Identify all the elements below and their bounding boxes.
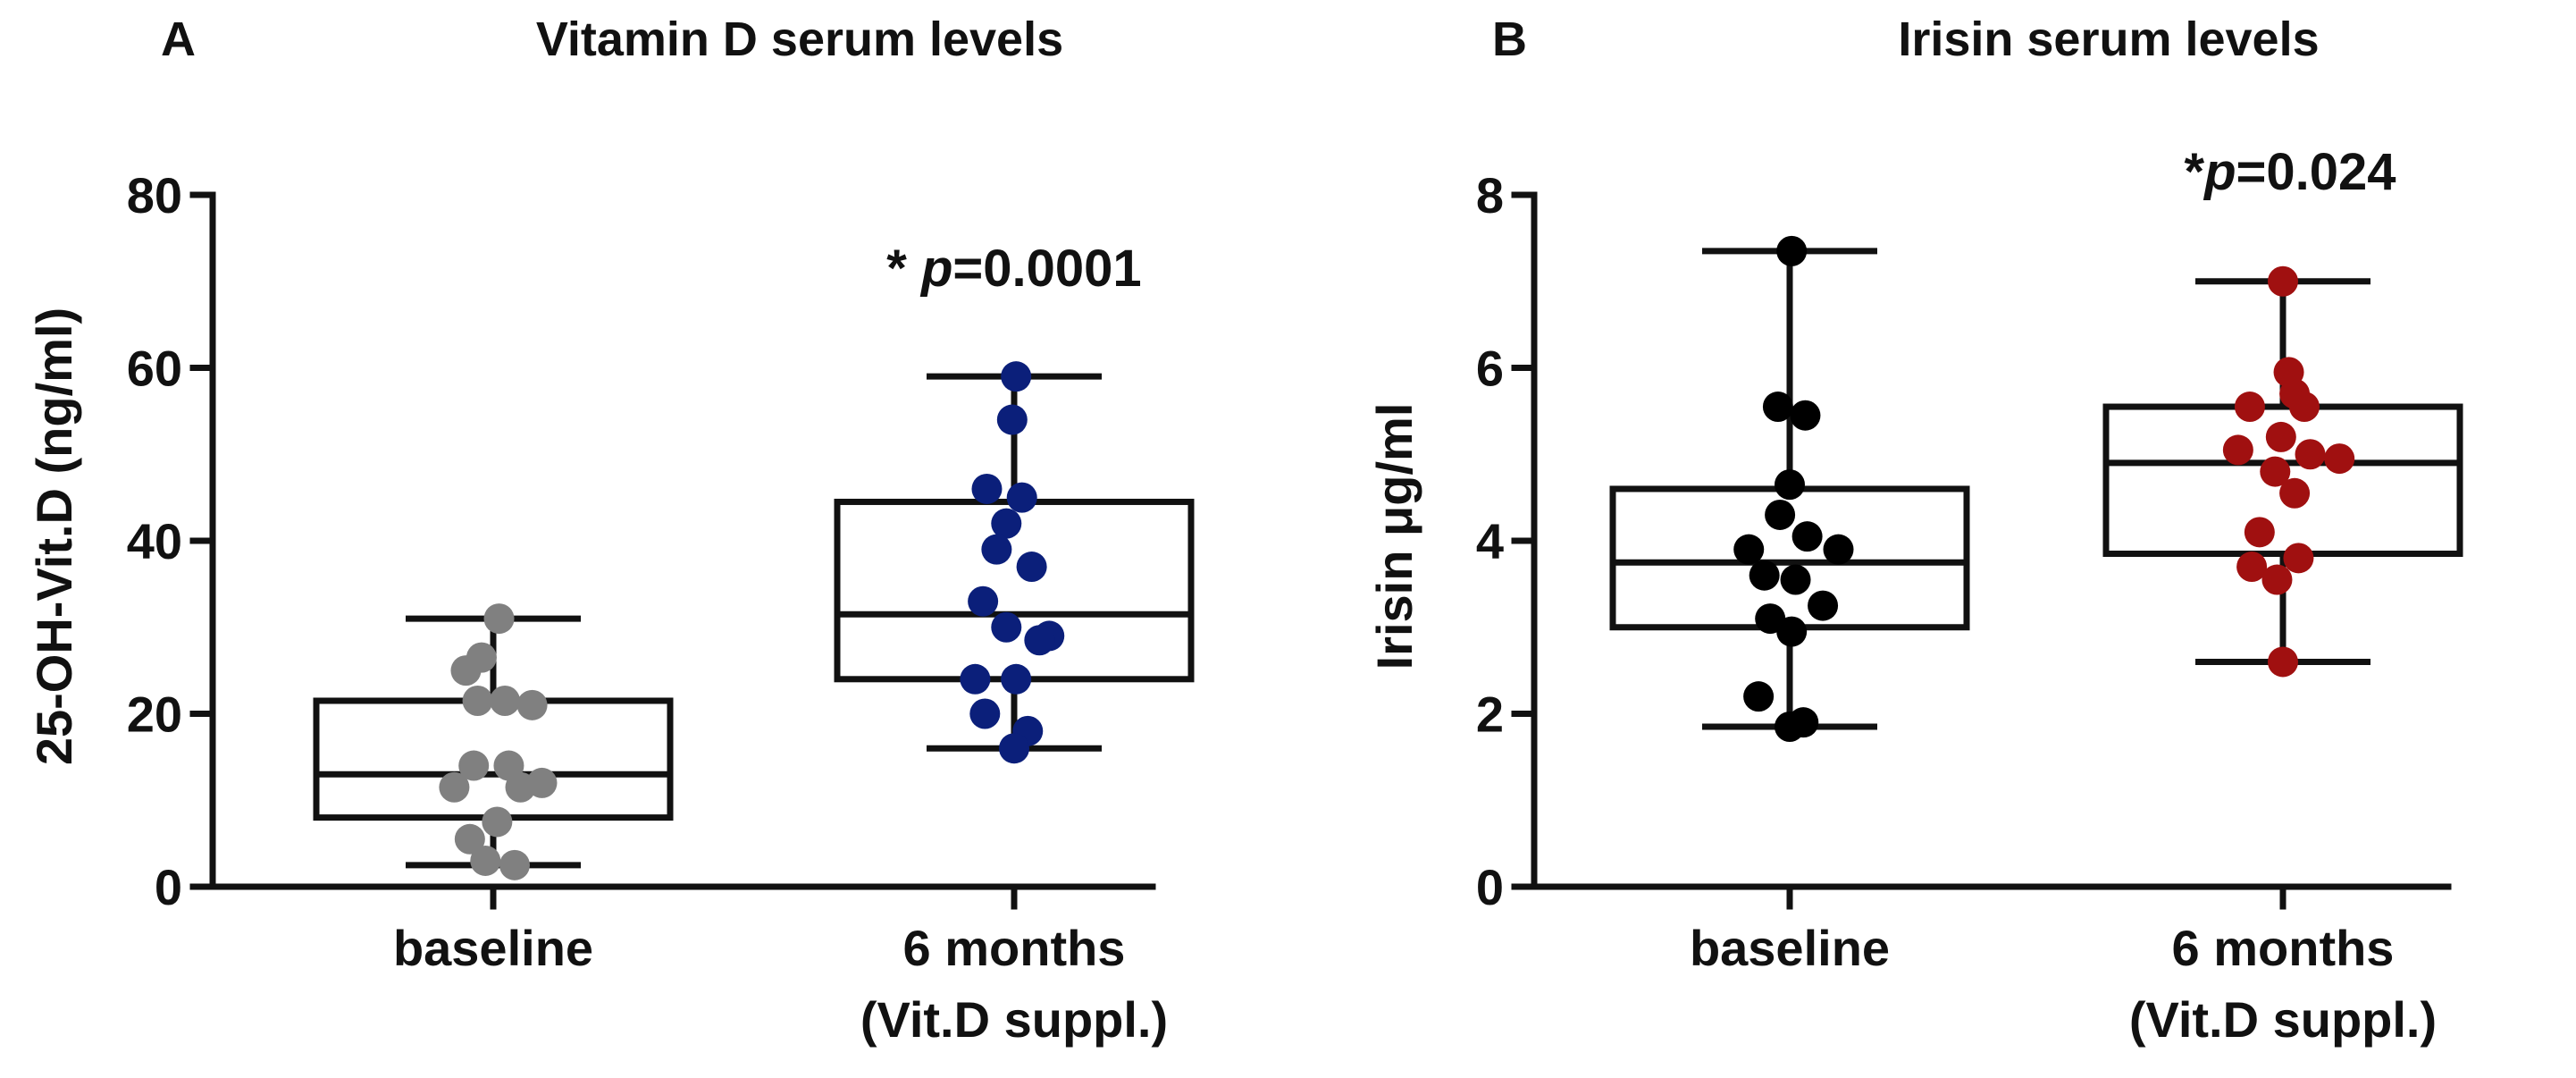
panel-b-y-tick-label: 6: [1476, 341, 1504, 397]
panel-a-baseline-data-point: [458, 750, 490, 781]
panel-a-y-tick-label: 0: [155, 859, 182, 915]
panel-b-6-months-data-point: [2261, 564, 2293, 595]
panel-a-6-months-data-point: [1016, 552, 1047, 583]
panel-a-6-months-data-point: [968, 585, 999, 617]
panel-b-baseline-data-point: [1762, 392, 1793, 423]
panel-a-y-tick-label: 60: [127, 341, 182, 397]
panel-a-baseline-data-point: [482, 806, 513, 838]
panel-a-6-months-data-point: [971, 473, 1003, 504]
panel-a-baseline-data-point: [499, 849, 530, 880]
panel-a-baseline-data-point: [454, 823, 485, 855]
panel-a-baseline-box: [313, 697, 674, 821]
panel-b-baseline-data-point: [1733, 534, 1765, 565]
panel-b-y-tick-label: 4: [1476, 513, 1504, 569]
panel-letter-a: A: [161, 13, 196, 66]
panel-a-category-6-months: 6 months: [903, 920, 1126, 976]
panel-b-irisin: B Irisin serum levels Irisin μg/ml basel…: [1366, 13, 2463, 1048]
panel-a-6-months-data-point: [981, 534, 1012, 565]
panel-a-category-6-months-subtitle: (Vit.D suppl.): [860, 991, 1168, 1048]
panel-a-baseline-data-point: [505, 771, 536, 803]
panel-a-6-months-data-point: [999, 733, 1029, 764]
panel-a-6-months-data-point: [1001, 361, 1032, 392]
panel-b-category-baseline: baseline: [1690, 920, 1890, 976]
panel-b-6-months-data-point: [2279, 477, 2311, 509]
panel-letter-b: B: [1492, 13, 1527, 66]
panel-b-6-months-data-point: [2236, 552, 2268, 583]
panel-b-6-months-data-point: [2295, 439, 2326, 470]
panel-a-y-tick-label: 80: [127, 167, 182, 223]
panel-b-6-months-data-point: [2234, 392, 2265, 423]
panel-b-6-months-data-point: [2283, 543, 2314, 574]
panel-b-baseline-data-point: [1776, 235, 1808, 266]
panel-a-baseline-data-point: [462, 685, 493, 716]
panel-b-6-months-data-point: [2288, 392, 2320, 423]
panel-b-baseline-data-point: [1790, 400, 1821, 431]
panel-b-baseline-data-point: [1780, 564, 1811, 595]
panel-b-baseline-data-point: [1765, 499, 1796, 530]
panel-a-6-months-data-point: [1024, 625, 1055, 656]
panel-a-vitamin-d: A Vitamin D serum levels 25-OH-Vit.D (ng…: [26, 13, 1195, 1048]
panel-b-6-months-data-point: [2244, 517, 2275, 548]
panel-b-baseline-data-point: [1749, 560, 1780, 591]
panel-b-6-months-box: [2102, 403, 2463, 558]
panel-a-y-axis-label: 25-OH-Vit.D (ng/ml): [26, 307, 82, 765]
panel-b-baseline-data-point: [1775, 712, 1805, 743]
panel-a-baseline-data-point: [439, 771, 470, 803]
panel-b-baseline-data-point: [1775, 469, 1805, 501]
panel-a-baseline-data-point: [516, 689, 548, 720]
panel-a-category-baseline: baseline: [393, 920, 593, 976]
panel-b-6-months-data-point: [2222, 434, 2253, 466]
panel-b-category-6-months: 6 months: [2172, 920, 2395, 976]
panel-a-6-months-data-point: [1006, 482, 1037, 513]
panel-a-title: Vitamin D serum levels: [536, 13, 1063, 66]
panel-b-y-tick-label: 8: [1476, 167, 1504, 223]
panel-a-y-tick-label: 20: [127, 686, 182, 743]
panel-b-baseline-data-point: [1743, 681, 1775, 712]
panel-b-y-tick-label: 2: [1476, 686, 1504, 743]
panel-a-baseline-data-point: [470, 845, 501, 876]
panel-a-baseline-data-point: [490, 685, 521, 716]
panel-a-p-value: * p=0.0001: [886, 240, 1141, 298]
panel-b-y-axis-label: Irisin μg/ml: [1366, 403, 1422, 670]
panel-b-title: Irisin serum levels: [1898, 13, 2319, 66]
panel-a-y-tick-label: 40: [127, 513, 182, 569]
panel-b-6-months-data-point: [2260, 456, 2291, 487]
panel-b-category-6-months-subtitle: (Vit.D suppl.): [2129, 991, 2437, 1048]
panel-b-6-months-data-point: [2265, 421, 2296, 452]
panel-a-6-months-data-point: [1001, 663, 1032, 695]
panel-a-6-months-data-point: [996, 404, 1028, 435]
panel-b-baseline-data-point: [1808, 590, 1839, 621]
panel-b-baseline-data-point: [1776, 616, 1808, 647]
panel-b-y-tick-label: 0: [1476, 859, 1504, 915]
panel-a-baseline-data-point: [450, 655, 482, 686]
panel-b-baseline-data-point: [1791, 521, 1823, 552]
panel-a-6-months-data-point: [991, 611, 1022, 643]
panel-a-baseline-data-point: [483, 603, 515, 635]
panel-b-p-value: *p=0.024: [2184, 143, 2396, 201]
panel-a-6-months-data-point: [960, 663, 991, 695]
panel-b-baseline-data-point: [1823, 534, 1854, 565]
panel-a-6-months-data-point: [991, 508, 1022, 539]
panel-b-6-months-data-point: [2268, 265, 2298, 297]
panel-b-6-months-data-point: [2268, 646, 2298, 678]
panel-a-6-months-data-point: [969, 698, 1001, 729]
panel-b-6-months-data-point: [2324, 443, 2355, 475]
